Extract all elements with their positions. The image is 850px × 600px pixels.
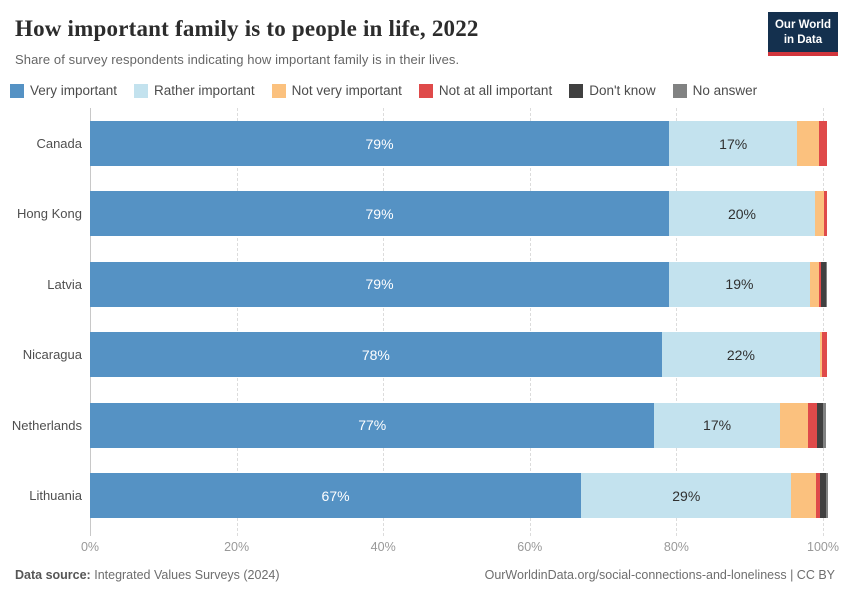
- category-label-nicaragua: Nicaragua: [22, 347, 82, 363]
- data-source-value: Integrated Values Surveys (2024): [94, 568, 280, 582]
- bar-segment-very-important: 79%: [90, 121, 670, 166]
- legend-swatch-not-very-important: [271, 83, 286, 98]
- page-title: How important family is to people in lif…: [15, 16, 479, 41]
- legend-label: Very important: [30, 83, 118, 98]
- bar-segment-don-t-know: [820, 473, 826, 518]
- gridline: [529, 108, 531, 536]
- category-label-latvia: Latvia: [47, 276, 82, 292]
- bar-segment-not-at-all-important: [819, 121, 827, 166]
- bar-segment-don-t-know: [817, 402, 823, 448]
- bar-value-label: 77%: [358, 417, 387, 434]
- bar-segment-no-answer: [822, 402, 826, 448]
- chart-footer: Data source: Integrated Values Surveys (…: [15, 568, 835, 582]
- bar-row-lithuania: 67% 29%: [90, 473, 829, 518]
- bar-segment-rather-important: 22%: [661, 332, 821, 378]
- y-axis-line: [90, 108, 91, 536]
- bar-row-netherlands: 77% 17%: [90, 402, 826, 448]
- x-tick-label: 60%: [517, 540, 543, 554]
- legend-item-very-important: Very important: [10, 83, 117, 98]
- bar-value-label: 78%: [361, 346, 390, 363]
- legend-label: Not at all important: [438, 83, 553, 98]
- legend-item-don-t-know: Don't know: [569, 83, 656, 98]
- legend-swatch-no-answer: [672, 83, 687, 98]
- bar-segment-very-important: 79%: [90, 191, 670, 237]
- category-label-canada: Canada: [36, 136, 82, 151]
- gridline: [676, 108, 678, 536]
- bar-value-label: 17%: [719, 135, 748, 152]
- bar-value-label: 67%: [321, 487, 350, 504]
- credit-link[interactable]: OurWorldinData.org/social-connections-an…: [484, 568, 835, 582]
- bar-segment-very-important: 77%: [90, 402, 655, 448]
- bar-segment-not-very-important: [809, 261, 819, 307]
- bar-value-label: 79%: [365, 276, 394, 293]
- legend-item-no-answer: No answer: [672, 83, 758, 98]
- data-source-note: Data source: Integrated Values Surveys (…: [15, 568, 280, 582]
- legend-swatch-not-at-all-important: [418, 83, 433, 98]
- bar-segment-not-at-all-important: [816, 473, 821, 518]
- bar-segment-rather-important: 17%: [654, 402, 780, 448]
- chart-subtitle: Share of survey respondents indicating h…: [15, 52, 460, 67]
- legend-swatch-don-t-know: [569, 83, 584, 98]
- legend-item-not-at-all-important: Not at all important: [418, 83, 553, 98]
- x-tick-label: 40%: [370, 540, 396, 554]
- bar-segment-no-answer: [825, 473, 829, 518]
- bar-row-canada: 79% 17%: [90, 121, 827, 166]
- chart-plot-area: Canada 79% 17% Hong Kong 79% 20% Latvia 79% 19% N…: [0, 108, 850, 538]
- bar-segment-don-t-know: [820, 261, 826, 307]
- bar-row-hong-kong: 79% 20%: [90, 191, 827, 237]
- bar-segment-not-at-all-important: [808, 402, 818, 448]
- gridline: [236, 108, 238, 536]
- gridline: [823, 108, 824, 536]
- bar-row-nicaragua: 78% 22%: [90, 332, 828, 378]
- owid-logo: Our World in Data: [767, 12, 838, 56]
- bar-row-latvia: 79% 19%: [90, 261, 828, 307]
- bar-segment-very-important: 79%: [90, 261, 670, 307]
- gridline: [383, 108, 385, 536]
- bar-segment-rather-important: 17%: [669, 121, 798, 166]
- bar-segment-rather-important: 29%: [581, 473, 792, 518]
- category-label-netherlands: Netherlands: [11, 417, 82, 433]
- bar-value-label: 79%: [365, 205, 394, 222]
- category-label-lithuania: Lithuania: [29, 488, 82, 503]
- legend-label: Not very important: [291, 83, 402, 98]
- legend-label: No answer: [692, 83, 758, 98]
- bar-value-label: 17%: [703, 417, 732, 434]
- bar-segment-not-very-important: [791, 473, 817, 518]
- bar-value-label: 29%: [672, 487, 701, 504]
- bar-value-label: 79%: [365, 135, 394, 152]
- bar-value-label: 22%: [726, 346, 755, 363]
- legend-label: Rather important: [154, 83, 255, 98]
- bar-segment-not-at-all-important: [822, 332, 828, 378]
- bar-segment-rather-important: 19%: [669, 261, 810, 307]
- bar-segment-not-at-all-important: [818, 261, 821, 307]
- bar-segment-not-at-all-important: [823, 191, 827, 237]
- x-tick-label: 20%: [224, 540, 250, 554]
- legend-swatch-very-important: [10, 83, 24, 98]
- bar-segment-very-important: 78%: [90, 332, 662, 378]
- bar-value-label: 20%: [727, 205, 756, 222]
- category-label-hong-kong: Hong Kong: [16, 206, 82, 222]
- owid-logo-line1: Our World: [774, 19, 831, 31]
- bar-value-label: 19%: [725, 276, 754, 293]
- bar-segment-very-important: 67%: [90, 473, 582, 518]
- legend-item-rather-important: Rather important: [134, 83, 255, 98]
- legend-swatch-rather-important: [134, 83, 149, 98]
- bar-segment-not-very-important: [797, 121, 820, 166]
- bar-segment-rather-important: 20%: [669, 191, 815, 237]
- owid-logo-line2: in Data: [783, 33, 823, 46]
- data-source-label: Data source:: [15, 568, 91, 582]
- legend-item-not-very-important: Not very important: [271, 83, 402, 98]
- bar-segment-not-very-important: [820, 332, 823, 378]
- bar-segment-no-answer: [825, 261, 828, 307]
- x-tick-label: 100%: [807, 540, 839, 554]
- x-tick-label: 0%: [80, 540, 100, 554]
- bar-segment-not-very-important: [814, 191, 824, 237]
- legend-label: Don't know: [589, 83, 656, 98]
- x-tick-label: 80%: [663, 540, 689, 554]
- bar-segment-not-very-important: [779, 402, 809, 448]
- legend: Very important Rather important Not very i…: [10, 83, 840, 98]
